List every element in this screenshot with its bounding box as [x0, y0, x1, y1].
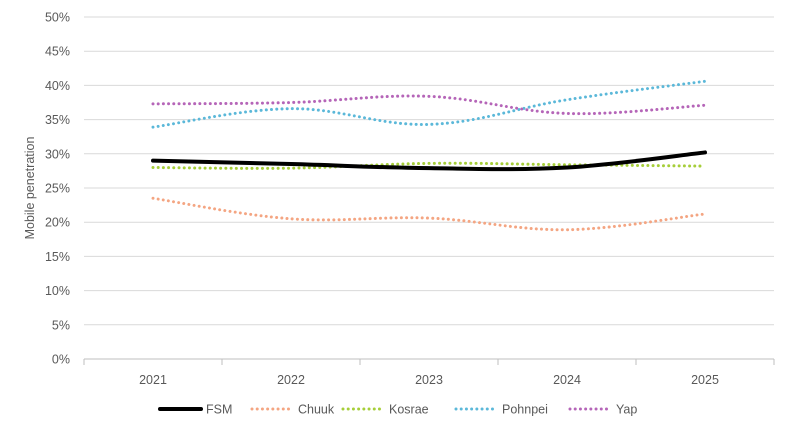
y-tick-label: 0% [52, 353, 70, 367]
legend-label: Yap [616, 403, 637, 417]
y-tick-label: 50% [45, 11, 70, 25]
x-tick-label: 2025 [691, 373, 719, 387]
y-tick-label: 45% [45, 45, 70, 59]
legend-label: Pohnpei [502, 403, 548, 417]
y-tick-label: 35% [45, 113, 70, 127]
y-tick-label: 15% [45, 250, 70, 264]
y-axis-title: Mobile penetration [23, 137, 37, 240]
y-tick-label: 10% [45, 284, 70, 298]
legend-label: FSM [206, 403, 232, 417]
legend-label: Kosrae [389, 403, 429, 417]
series-line-fsm [151, 150, 707, 172]
y-tick-label: 5% [52, 318, 70, 332]
y-tick-label: 20% [45, 216, 70, 230]
y-tick-label: 40% [45, 79, 70, 93]
x-tick-label: 2024 [553, 373, 581, 387]
x-tick-label: 2023 [415, 373, 443, 387]
legend-item-chuuk: Chuuk [250, 403, 335, 417]
y-tick-label: 30% [45, 147, 70, 161]
gridlines [84, 16, 774, 360]
x-axis-ticks: 2021 2022 2023 2024 2025 [83, 359, 775, 387]
x-tick-label: 2022 [277, 373, 305, 387]
y-tick-label: 25% [45, 182, 70, 196]
legend-label: Chuuk [298, 403, 335, 417]
y-axis-ticks: 0% 5% 10% 15% 20% 25% 30% 35% 40% 45% 50% [45, 11, 70, 367]
legend-item-fsm: FSM [158, 403, 232, 417]
series-line-chuuk [151, 196, 707, 232]
legend: FSM Chuuk Kosrae Pohnpei Yap [158, 403, 637, 417]
series-line-kosrae [151, 161, 707, 170]
legend-item-yap: Yap [568, 403, 637, 417]
legend-item-kosrae: Kosrae [341, 403, 429, 417]
legend-item-pohnpei: Pohnpei [454, 403, 548, 417]
series-line-yap [151, 94, 707, 116]
x-tick-label: 2021 [139, 373, 167, 387]
series-lines [151, 79, 707, 232]
